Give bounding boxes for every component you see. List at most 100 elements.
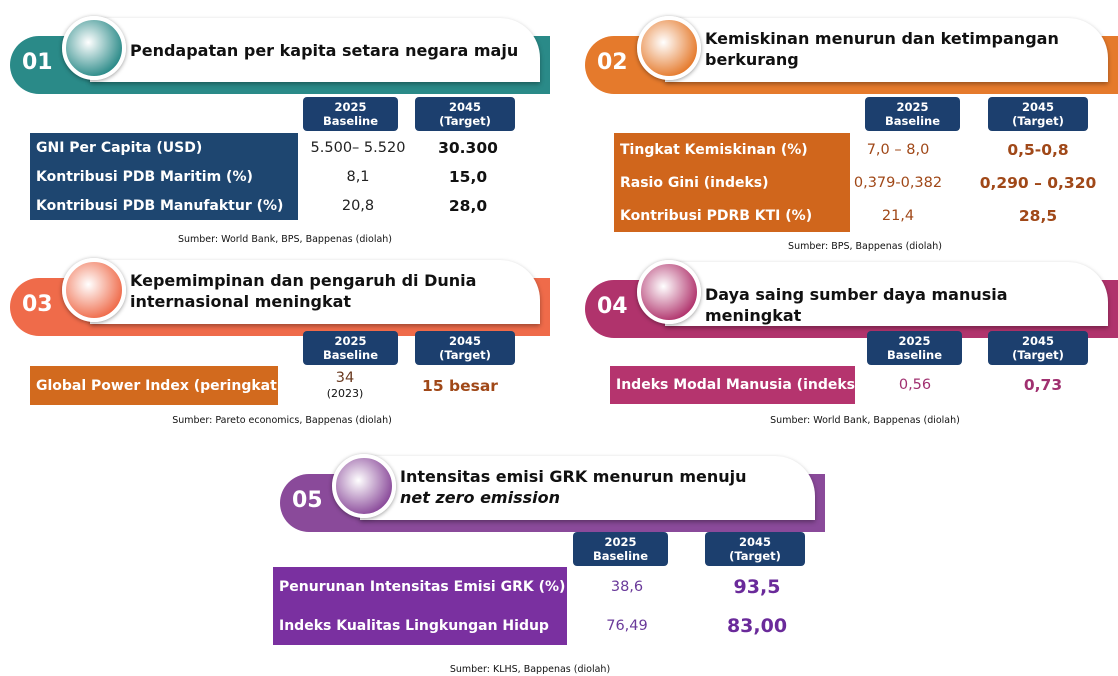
source-note: Sumber: KLHS, Bappenas (diolah) [449, 664, 611, 675]
header-label: Baseline [886, 348, 943, 362]
banner-card [90, 18, 540, 82]
panel-number: 02 [597, 50, 628, 75]
panel-title: Daya saing sumber daya manusia meningkat [705, 284, 1098, 326]
title-line: Intensitas emisi GRK menurun menuju [400, 467, 747, 486]
row-label: Tingkat Kemiskinan (%) [620, 141, 808, 158]
column-header: 2045 (Target) [705, 532, 805, 566]
row-label: Rasio Gini (indeks) [620, 174, 769, 191]
header-label: Baseline [592, 549, 649, 563]
panel-title: Pendapatan per kapita setara negara maju [130, 40, 530, 61]
baseline-text: 21,4 [881, 207, 915, 224]
row-label: Kontribusi PDB Maritim (%) [36, 168, 253, 185]
row-label: Indeks Modal Manusia (indeks) [616, 377, 862, 393]
source-note: Sumber: Pareto economics, Bappenas (diol… [172, 415, 392, 426]
banner-card [90, 260, 540, 324]
header-label: Baseline [322, 114, 379, 128]
header-year: 2025 [898, 334, 931, 348]
row-label: Kontribusi PDB Manufaktur (%) [36, 197, 284, 214]
label-column-bg [30, 133, 298, 220]
header-year: 2045 [448, 100, 481, 114]
baseline-note: (2023) [326, 386, 364, 400]
column-header: 2045 (Target) [988, 331, 1088, 365]
baseline-text: 5.500– 5.520 [310, 139, 406, 156]
column-header: 2025 Baseline [865, 97, 960, 131]
label-column-bg [273, 567, 567, 645]
header-year: 2025 [896, 100, 929, 114]
title-line: Pendapatan per kapita setara negara maju [130, 41, 519, 60]
row-label: Kontribusi PDRB KTI (%) [620, 207, 813, 224]
baseline-text: 38,6 [610, 578, 644, 595]
column-header: 2045 (Target) [988, 97, 1088, 131]
panel-title: Kepemimpinan dan pengaruh di Dunia intern… [130, 270, 530, 312]
baseline-text: 0,56 [898, 377, 932, 393]
title-italic: net zero emission [400, 488, 560, 507]
banner-card [665, 262, 1108, 326]
column-header: 2025 Baseline [867, 331, 962, 365]
label-column-bg [30, 366, 278, 405]
banner-card [360, 456, 815, 520]
header-label: (Target) [729, 549, 781, 563]
header-year: 2045 [1021, 334, 1054, 348]
title-line: Kepemimpinan dan pengaruh di Dunia [130, 271, 477, 290]
header-year: 2045 [1021, 100, 1054, 114]
baseline-text: 20,8 [341, 197, 375, 214]
target-value: 0,5-0,8 [1007, 140, 1069, 159]
column-header: 2045 (Target) [415, 331, 515, 365]
target-value: 15,0 [448, 167, 488, 186]
baseline-value: 38,6 [557, 567, 697, 606]
panel-icon [332, 454, 396, 518]
column-header: 2025 Baseline [303, 97, 398, 131]
column-header: 2025 Baseline [573, 532, 668, 566]
panel-banner: 01 Pendapatan per kapita setara negara ma… [10, 14, 550, 96]
panel-number: 05 [292, 488, 323, 513]
title-line: Kemiskinan menurun dan ketimpangan [705, 29, 1059, 48]
panel-icon [62, 16, 126, 80]
source-note: Sumber: BPS, Bappenas (diolah) [788, 241, 942, 252]
baseline-text: 34 [335, 369, 355, 386]
header-label: Baseline [884, 114, 941, 128]
baseline-text: 8,1 [346, 168, 370, 185]
title-line: Daya saing sumber daya manusia meningkat [705, 285, 1008, 325]
panel-number: 04 [597, 294, 628, 319]
panel-number: 01 [22, 50, 53, 75]
baseline-value: 8,1 [288, 162, 428, 191]
header-label: (Target) [439, 348, 491, 362]
header-label: (Target) [439, 114, 491, 128]
header-year: 2045 [448, 334, 481, 348]
target-value: 30.300 [438, 138, 498, 157]
target-value: 15 besar [422, 376, 498, 395]
panel-icon [637, 260, 701, 324]
header-year: 2025 [334, 334, 367, 348]
panel-title: Intensitas emisi GRK menurun menuju net z… [400, 466, 805, 508]
banner-card [665, 18, 1108, 82]
baseline-value: 76,49 [557, 606, 697, 645]
target-value: 83,00 [726, 614, 788, 637]
row-label: Penurunan Intensitas Emisi GRK (%) [279, 578, 566, 595]
baseline-value: 0,379-0,382 [828, 166, 968, 199]
header-label: (Target) [1012, 348, 1064, 362]
label-column-bg [610, 366, 855, 404]
source-note: Sumber: World Bank, BPS, Bappenas (diola… [177, 234, 393, 245]
baseline-text: 7,0 – 8,0 [866, 141, 930, 158]
baseline-value: 21,4 [828, 199, 968, 232]
baseline-value: 20,8 [288, 191, 428, 220]
target-value: 0,290 – 0,320 [979, 173, 1097, 192]
target-value: 28,5 [1018, 206, 1058, 225]
panel-banner: 04 Daya saing sumber daya manusia meningk… [585, 258, 1118, 340]
title-line: berkurang [705, 50, 799, 69]
baseline-value: 7,0 – 8,0 [828, 133, 968, 166]
baseline-text: 76,49 [606, 617, 648, 634]
panel-title: Kemiskinan menurun dan ketimpangan berkur… [705, 28, 1098, 70]
source-note: Sumber: World Bank, Bappenas (diolah) [770, 415, 960, 426]
row-label: Global Power Index (peringkat) [36, 377, 284, 394]
target-value: 28,0 [448, 196, 488, 215]
baseline-value: 5.500– 5.520 [288, 133, 428, 162]
row-label: Indeks Kualitas Lingkungan Hidup [279, 617, 549, 634]
column-header: 2025 Baseline [303, 331, 398, 365]
header-year: 2025 [334, 100, 367, 114]
baseline-text: 0,379-0,382 [853, 174, 943, 191]
target-value: 0,73 [1023, 376, 1063, 394]
baseline-value: 0,56 [845, 366, 985, 404]
panel-banner: 02 Kemiskinan menurun dan ketimpangan berk… [585, 14, 1118, 96]
